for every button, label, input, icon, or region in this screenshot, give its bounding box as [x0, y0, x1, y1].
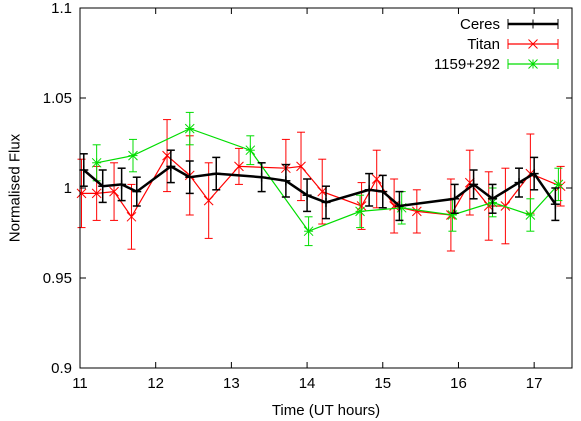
x-tick-label: 11: [72, 375, 88, 392]
legend: Ceres Titan 1159+292: [434, 16, 559, 73]
data-point: [91, 188, 102, 199]
legend-marker: [528, 39, 538, 49]
x-tick-label: 15: [374, 375, 391, 392]
x-tick-label: 17: [526, 375, 543, 392]
y-axis-label: Normalised Flux: [6, 133, 23, 242]
data-point: [162, 150, 172, 161]
y-tick-label: 0.95: [43, 270, 72, 287]
data-point: [356, 201, 367, 211]
plot-area: [76, 111, 566, 252]
data-point: [234, 161, 244, 172]
legend-label: Titan: [467, 36, 500, 53]
y-tick-label: 1.05: [43, 90, 72, 107]
y-tick-label: 1: [64, 180, 72, 197]
data-point: [126, 211, 137, 222]
data-point: [76, 188, 87, 199]
legend-item-ceres: Ceres: [460, 16, 559, 33]
series-line-ceres: [82, 164, 557, 208]
x-tick-label: 14: [299, 375, 316, 392]
x-axis-label: Time (UT hours): [272, 402, 380, 419]
legend-item-titan: Titan: [467, 36, 559, 53]
data-point: [203, 195, 214, 206]
data-point: [411, 206, 422, 217]
data-point: [109, 186, 119, 197]
axes: 11 12 13 14 15 16 17 0.9 0.95 1 1.05 1.1: [43, 0, 572, 392]
series-ceres: [79, 149, 560, 222]
x-tick-label: 12: [147, 375, 164, 392]
y-tick-label: 1.1: [51, 0, 72, 17]
legend-item-1159-292: 1159+292: [434, 56, 559, 73]
y-tick-label: 0.9: [51, 360, 72, 377]
data-point: [464, 177, 475, 188]
data-point: [296, 161, 306, 172]
x-tick-label: 13: [223, 375, 240, 392]
series-1159-292: [91, 111, 564, 247]
x-tick-label: 16: [450, 375, 467, 392]
data-point: [317, 186, 328, 197]
legend-label: 1159+292: [434, 56, 500, 73]
data-point: [500, 201, 511, 211]
legend-label: Ceres: [460, 16, 500, 33]
